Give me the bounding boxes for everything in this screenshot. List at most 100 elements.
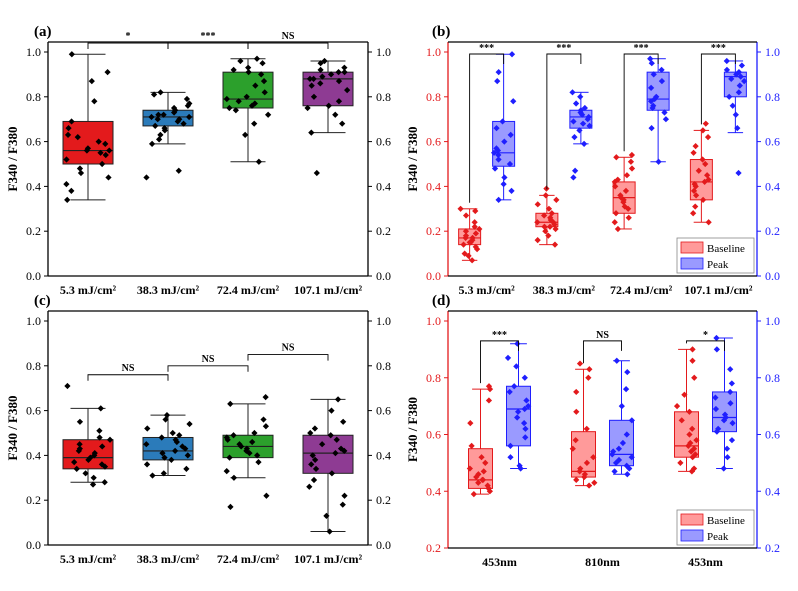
x-tick-label: 38.3 mJ/cm²	[137, 552, 200, 566]
data-point	[105, 174, 112, 181]
data-point	[99, 160, 106, 168]
data-point	[513, 363, 520, 370]
panel-title: (b)	[432, 24, 450, 40]
data-point	[260, 416, 267, 423]
panel-c: 0.0 0.2 0.4 0.6 0.8 1.0 0.0 0.2 0.4 0.6 0.8 1.0 (c) F…	[5, 293, 391, 566]
right-tick-label: 1.0	[765, 45, 780, 59]
left-tick-label: 0.4	[426, 484, 441, 498]
panel-title: (c)	[34, 293, 51, 309]
data-point	[157, 131, 164, 138]
data-point	[569, 89, 576, 96]
data-point	[245, 64, 252, 71]
left-tick-label: 0.8	[26, 90, 41, 104]
significance-bracket	[583, 340, 622, 364]
left-tick-label: 0.8	[426, 371, 441, 385]
box-iqr	[646, 71, 670, 111]
significance-bracket	[686, 340, 725, 351]
data-point	[704, 134, 712, 141]
data-point	[334, 396, 342, 403]
data-point	[724, 454, 731, 461]
data-point	[611, 468, 618, 475]
box-iqr	[142, 109, 194, 127]
right-tick-label: 1.0	[376, 45, 391, 59]
data-point	[161, 127, 168, 134]
data-point	[74, 134, 81, 141]
data-point	[673, 403, 681, 410]
data-point	[462, 212, 470, 219]
data-point	[658, 78, 666, 85]
data-point	[148, 140, 156, 147]
data-point	[64, 131, 72, 138]
data-point	[308, 461, 315, 468]
data-point	[573, 476, 580, 484]
data-point	[63, 156, 70, 163]
data-point	[65, 125, 72, 132]
significance-label: NS	[282, 343, 295, 354]
significance-label: *	[703, 330, 708, 341]
data-point	[622, 385, 630, 393]
data-point	[245, 69, 252, 76]
right-tick-label: 0.4	[765, 484, 780, 498]
data-point	[169, 429, 176, 437]
data-point	[311, 425, 319, 432]
significance-label: NS	[122, 363, 135, 374]
data-point	[585, 482, 593, 489]
data-point	[183, 465, 190, 472]
data-point	[102, 140, 109, 147]
left-tick-label: 0.0	[426, 269, 441, 283]
legend-label-peak: Peak	[707, 531, 729, 543]
data-point	[237, 57, 244, 65]
data-point	[485, 397, 493, 404]
legend-swatch-peak	[680, 257, 704, 270]
data-point	[480, 468, 487, 475]
data-point	[457, 205, 464, 212]
data-point	[647, 98, 655, 105]
data-point	[479, 476, 486, 484]
right-tick-label: 0.2	[376, 224, 391, 238]
data-point	[570, 174, 577, 181]
data-point	[327, 432, 334, 439]
data-point	[501, 138, 508, 145]
data-point	[341, 447, 348, 455]
x-tick-label: 107.1 mJ/cm²	[294, 552, 363, 566]
right-tick-label: 0.8	[376, 90, 391, 104]
significance-bracket	[546, 53, 582, 190]
data-point	[332, 111, 339, 118]
data-point	[157, 89, 164, 96]
data-point	[259, 60, 266, 67]
data-point	[170, 109, 178, 116]
data-point	[624, 471, 631, 478]
data-point	[521, 374, 528, 381]
data-point	[655, 158, 662, 165]
left-tick-label: 0.8	[26, 359, 41, 373]
data-point	[223, 95, 230, 103]
legend-swatch-baseline	[680, 241, 704, 254]
data-point	[609, 451, 616, 458]
data-point	[504, 354, 512, 361]
x-tick-label: 453nm	[688, 555, 723, 569]
box-iqr	[142, 436, 194, 461]
data-point	[475, 479, 482, 486]
left-tick-label: 0.6	[426, 428, 441, 442]
data-point	[473, 473, 480, 481]
data-point	[542, 192, 549, 199]
right-tick-label: 0.6	[765, 428, 780, 442]
data-point	[478, 454, 485, 461]
data-point	[681, 391, 688, 398]
data-point	[545, 232, 552, 239]
data-point	[723, 66, 731, 74]
right-tick-label: 0.0	[376, 269, 391, 283]
data-point	[677, 459, 684, 466]
significance-label: ***	[711, 43, 726, 54]
left-tick-label: 0.6	[26, 404, 41, 418]
data-point	[76, 165, 84, 172]
data-point	[471, 219, 478, 226]
data-point	[689, 357, 696, 364]
right-tick-label: 0.0	[376, 538, 391, 552]
data-point	[143, 461, 151, 468]
data-point	[104, 69, 111, 76]
data-point	[702, 120, 709, 127]
data-point	[96, 427, 103, 434]
left-tick-label: 0.4	[26, 448, 41, 462]
left-tick-label: 0.2	[426, 224, 441, 238]
